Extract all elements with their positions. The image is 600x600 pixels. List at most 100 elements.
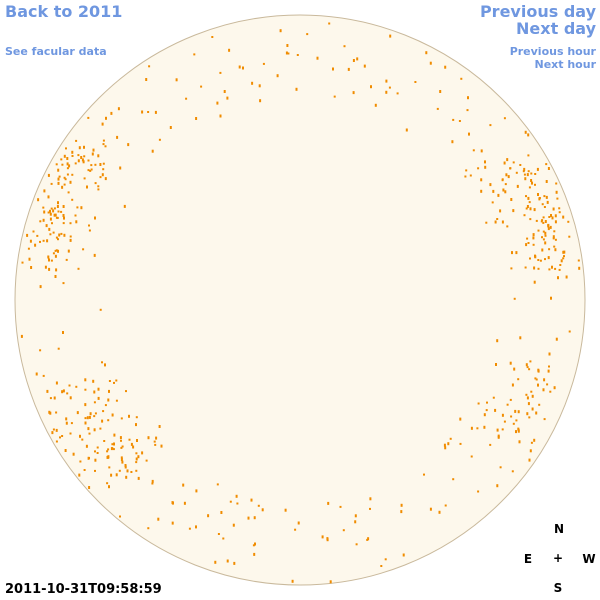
facula (492, 396, 495, 399)
facula (77, 154, 80, 157)
facula (470, 455, 473, 458)
facula (530, 172, 533, 175)
facula (96, 446, 99, 449)
facula (550, 296, 552, 300)
facula (200, 85, 203, 88)
facula (66, 157, 69, 160)
facula (75, 139, 78, 142)
facula (542, 216, 545, 219)
facula (71, 198, 74, 201)
facula (451, 140, 454, 144)
facula (54, 249, 57, 252)
facula (43, 210, 46, 214)
previous-day-link[interactable]: Previous day (479, 2, 596, 21)
facula (542, 230, 545, 233)
facula (252, 544, 255, 547)
facula (541, 248, 544, 252)
facula (499, 209, 502, 213)
facula (483, 425, 486, 429)
facula (55, 440, 58, 443)
facula (92, 379, 95, 383)
facula (51, 431, 54, 435)
facula (459, 442, 462, 445)
facula (496, 218, 499, 220)
facula (512, 161, 515, 164)
facula (83, 155, 86, 158)
facula (58, 175, 61, 178)
facula (65, 147, 67, 150)
facula (529, 360, 532, 363)
facula (102, 410, 105, 413)
facula (87, 456, 90, 460)
facula (127, 143, 130, 147)
facula (553, 245, 556, 248)
facula (207, 514, 210, 518)
facula (537, 229, 540, 232)
facula (94, 216, 96, 220)
facula (547, 224, 550, 228)
facula (370, 85, 372, 89)
facular-link[interactable]: See facular data (5, 45, 107, 58)
facula (527, 154, 530, 157)
facula (285, 51, 288, 55)
facula (523, 173, 526, 176)
facula (48, 258, 50, 262)
facula (71, 155, 74, 157)
previous-hour-link[interactable]: Previous hour (509, 45, 596, 58)
facula (562, 250, 565, 254)
facula (130, 471, 133, 473)
facula (538, 197, 541, 201)
facula (169, 126, 172, 129)
facula (93, 428, 96, 432)
facula (135, 461, 138, 464)
facula (477, 402, 480, 405)
facula (321, 535, 324, 539)
facula (97, 188, 100, 191)
facula (124, 465, 127, 469)
facula (369, 497, 372, 501)
facula (452, 478, 455, 481)
facula (534, 173, 537, 175)
facula (543, 378, 546, 382)
facula (66, 173, 69, 176)
facula (48, 267, 51, 271)
facula (88, 415, 91, 419)
facula (503, 117, 506, 120)
facula (510, 415, 513, 418)
facula (542, 221, 545, 224)
facula (534, 255, 537, 259)
next-day-link[interactable]: Next day (516, 19, 596, 38)
solar-disk (14, 14, 586, 586)
facula (526, 173, 529, 177)
facula (546, 200, 549, 204)
facula (518, 440, 521, 444)
facula (84, 403, 87, 407)
facula (527, 242, 530, 244)
facula (45, 224, 48, 228)
facula (506, 225, 509, 228)
facula (443, 443, 446, 447)
facula (195, 489, 198, 493)
facula (89, 412, 92, 416)
facula (125, 390, 127, 393)
facula (52, 209, 55, 213)
facula (69, 238, 72, 242)
back-link[interactable]: Back to 2011 (5, 2, 123, 21)
facula (533, 438, 536, 442)
facula (464, 175, 467, 178)
facula (86, 416, 89, 420)
facula (558, 207, 561, 210)
facula (55, 163, 58, 166)
facula (517, 427, 520, 431)
next-hour-link[interactable]: Next hour (534, 58, 597, 71)
facula (486, 401, 488, 404)
facula (556, 197, 559, 200)
facula (329, 580, 332, 584)
facula (135, 469, 138, 472)
facula (541, 203, 544, 206)
facula (517, 378, 520, 381)
facula (108, 466, 111, 469)
facula (84, 388, 87, 391)
facula (502, 188, 505, 192)
facula (70, 422, 73, 425)
